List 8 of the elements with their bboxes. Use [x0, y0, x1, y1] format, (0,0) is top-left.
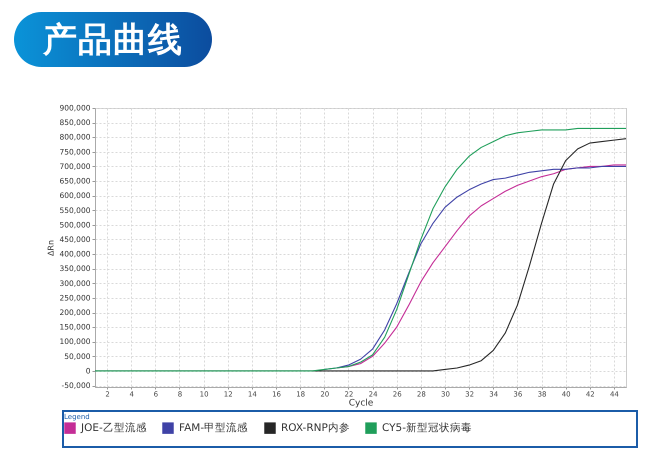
legend-label: FAM-甲型流感 [179, 421, 248, 434]
chart-title: 产品曲线 [43, 18, 183, 62]
title-banner: 产品曲线 [14, 12, 212, 67]
legend-label: ROX-RNP内参 [281, 421, 350, 434]
legend-label: JOE-乙型流感 [80, 421, 147, 434]
x-axis-title: Cycle [348, 398, 374, 408]
y-axis-title: ΔRn [46, 240, 56, 256]
legend-label: CY5-新型冠状病毒 [382, 421, 472, 434]
